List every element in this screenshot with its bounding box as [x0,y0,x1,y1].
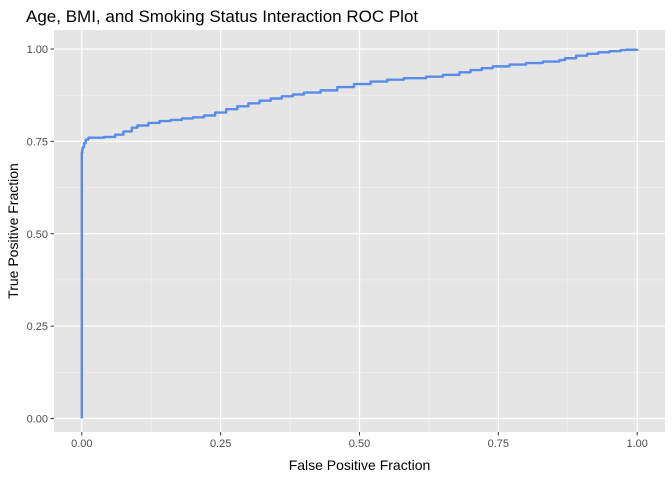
x-axis: 0.00 0.25 0.50 0.75 1.00 [71,432,648,450]
x-tick-label: 0.50 [349,438,370,450]
major-gridlines [54,30,665,432]
y-tick-label: 0.75 [27,136,48,148]
x-tick-label: 0.25 [210,438,231,450]
y-axis: 0.00 0.25 0.50 0.75 1.00 [27,44,54,426]
y-tick-label: 1.00 [27,44,48,56]
y-tick-label: 0.00 [27,414,48,426]
chart-title: Age, BMI, and Smoking Status Interaction… [26,7,418,26]
x-tick-label: 0.75 [488,438,509,450]
x-tick-label: 0.00 [71,438,92,450]
y-tick-label: 0.50 [27,229,48,241]
x-tick-label: 1.00 [626,438,647,450]
y-axis-title: True Positive Fraction [5,163,21,299]
roc-curve-line [80,48,639,419]
y-tick-label: 0.25 [27,321,48,333]
x-axis-title: False Positive Fraction [289,457,431,473]
